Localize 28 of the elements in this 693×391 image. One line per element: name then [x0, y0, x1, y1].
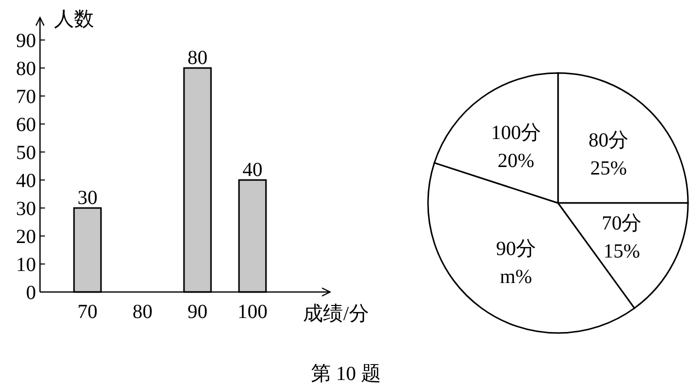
data-label: 20% [498, 150, 534, 172]
data-label: 15% [603, 240, 640, 262]
y-tick-label: 90 [16, 30, 36, 52]
y-tick-label: 60 [16, 114, 36, 136]
x-tick-label: 80 [132, 301, 152, 323]
text: 第 10 题 [311, 363, 381, 385]
y-tick-label: 30 [16, 198, 36, 220]
y-tick-label: 80 [16, 58, 36, 80]
y-tick-label: 40 [16, 170, 36, 192]
y-tick-label: 0 [26, 282, 36, 304]
data-label: m% [500, 266, 532, 288]
y-tick-label: 20 [16, 226, 36, 248]
slice-label: 100分 [490, 122, 541, 144]
x-tick-label: 70 [78, 301, 98, 323]
data-label: 30 [78, 187, 98, 209]
slice-label: 90分 [496, 238, 536, 260]
x-tick-label: 90 [188, 301, 208, 323]
y-tick-label: 10 [16, 254, 36, 276]
slice-label: 70分 [602, 212, 642, 234]
x-axis-title: 成绩/分 [303, 303, 369, 325]
data-label: 25% [590, 157, 627, 180]
data-label: 40 [242, 159, 262, 181]
y-tick-label: 70 [16, 86, 36, 108]
data-label: 80 [188, 47, 208, 69]
slice-label: 80分 [588, 129, 629, 152]
y-tick-label: 50 [16, 142, 36, 164]
x-tick-label: 100 [238, 301, 268, 323]
y-axis-title: 人数 [54, 8, 94, 31]
